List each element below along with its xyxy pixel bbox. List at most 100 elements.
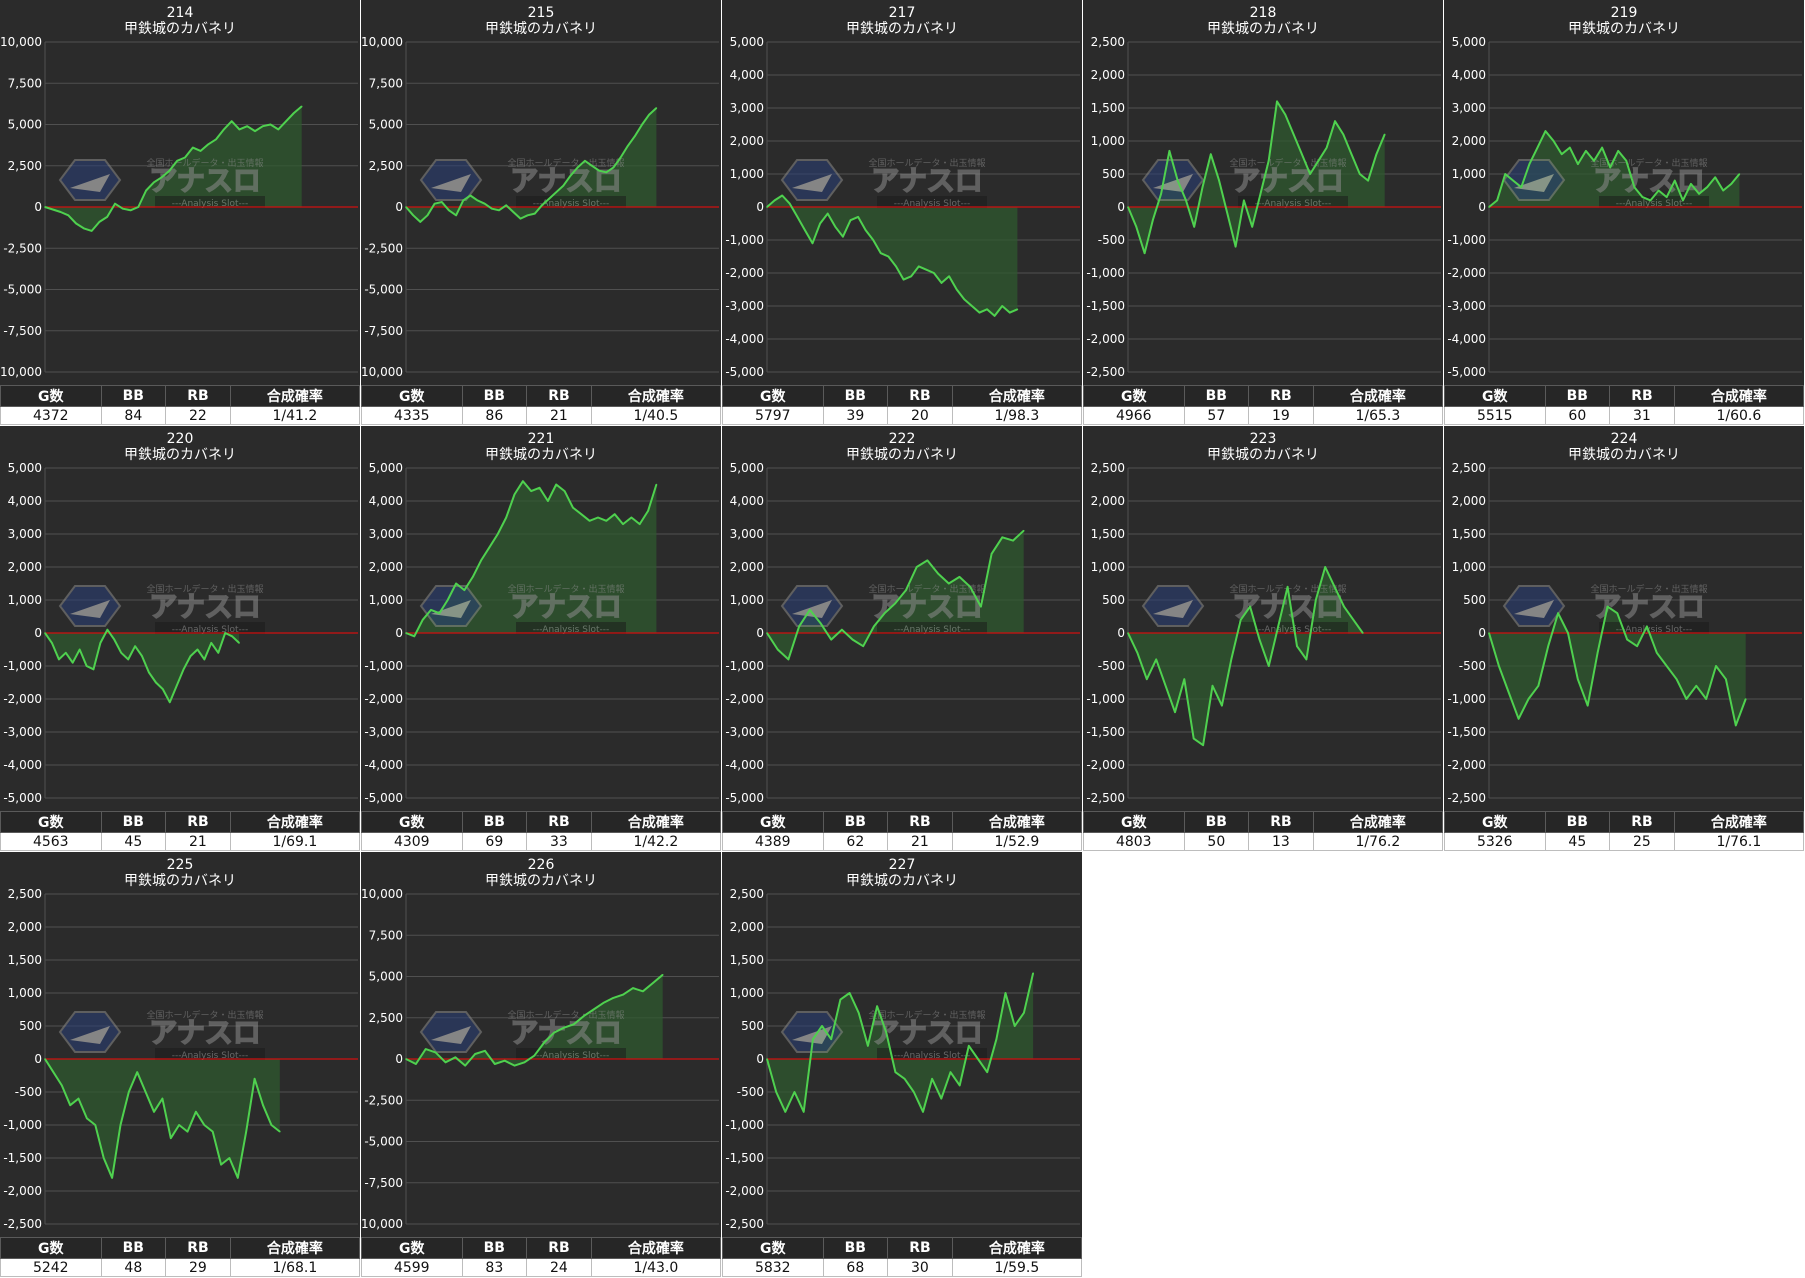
data-point: [894, 1071, 897, 1073]
y-tick-label: 2,500: [8, 887, 42, 901]
header-rb: RB: [887, 1237, 953, 1259]
data-point: [145, 189, 147, 192]
y-tick-label: 0: [34, 200, 42, 214]
header-rb: RB: [887, 385, 953, 407]
data-point: [555, 483, 557, 486]
y-tick-label: -1,500: [1447, 725, 1486, 739]
watermark-arrow-icon: [792, 600, 832, 618]
y-tick-label: -2,500: [1086, 365, 1125, 379]
y-tick-label: -2,000: [725, 266, 764, 280]
probability-value: 1/76.1: [1673, 832, 1805, 851]
data-point: [162, 688, 164, 690]
y-tick-label: -2,000: [1086, 332, 1125, 346]
bb-value: 62: [822, 832, 889, 851]
data-point: [199, 150, 202, 152]
data-point: [58, 658, 60, 661]
data-point: [186, 1130, 189, 1133]
data-point: [254, 130, 256, 132]
data-point: [215, 138, 217, 141]
chart-area: 226 甲鉄城のカバネリ 10,000 7,500 5,000 2,500 0 -2,500 -…: [361, 852, 721, 1237]
y-tick-label: 500: [1102, 593, 1125, 607]
rb-value: 31: [1609, 406, 1675, 425]
data-point: [1168, 150, 1171, 152]
data-point: [1625, 160, 1628, 162]
data-point: [137, 206, 140, 208]
chart-area: 220 甲鉄城のカバネリ 5,000 4,000 3,000 2,000 1,000 0 -1,…: [0, 426, 360, 811]
y-tick-label: -500: [15, 1085, 42, 1099]
probability-value: 1/76.2: [1312, 832, 1444, 851]
chart-title: 214: [167, 5, 194, 21]
stats-value-row: 4966 57 19 1/65.3: [1083, 406, 1444, 425]
data-point: [798, 625, 800, 628]
y-tick-label: -2,500: [725, 1217, 764, 1231]
data-point: [494, 1063, 496, 1065]
stats-value-row: 4389 62 21 1/52.9: [722, 832, 1083, 851]
data-point: [85, 665, 88, 667]
header-games: G数: [722, 385, 824, 407]
y-tick-label: 0: [1117, 200, 1125, 214]
data-point: [592, 1008, 595, 1011]
stats-table: G数 BB RB 合成確率 4599 83 24 1/43.0: [361, 1237, 722, 1277]
data-point: [655, 107, 658, 109]
chart-area: 224 甲鉄城のカバネリ 2,500 2,000 1,500 1,000 500 0 -500 -…: [1444, 426, 1804, 811]
data-point: [1185, 199, 1187, 202]
data-point: [887, 255, 890, 258]
data-point: [839, 998, 842, 1001]
series-line: [1127, 566, 1364, 747]
machine-panel-225: 225 甲鉄城のカバネリ 2,500 2,000 1,500 1,000 500 0 -500 -…: [0, 852, 361, 1278]
data-point: [207, 143, 210, 146]
machine-panel-226: 226 甲鉄城のカバネリ 10,000 7,500 5,000 2,500 0 -2,500 -…: [361, 852, 722, 1278]
data-point: [1725, 678, 1727, 680]
data-point: [1569, 146, 1571, 149]
data-point: [491, 207, 493, 210]
data-point: [1367, 179, 1369, 182]
data-point: [1626, 638, 1628, 641]
data-point: [573, 1023, 575, 1026]
y-tick-label: 7,500: [8, 76, 42, 90]
data-point: [1155, 658, 1157, 661]
data-point: [1226, 212, 1229, 215]
y-tick-label: -4,000: [364, 758, 403, 772]
y-tick-label: 1,000: [730, 986, 764, 1000]
y-tick-label: -5,000: [3, 283, 42, 297]
y-tick-label: -2,500: [364, 1093, 403, 1107]
data-point: [980, 605, 982, 608]
y-tick-label: 0: [395, 1052, 403, 1066]
data-point: [851, 638, 854, 641]
data-point: [285, 120, 287, 122]
data-point: [1135, 226, 1138, 228]
y-tick-label: 10,000: [361, 887, 403, 901]
data-point: [804, 229, 806, 231]
header-probability: 合成確率: [229, 811, 361, 833]
data-point: [948, 582, 950, 585]
data-point: [1715, 665, 1717, 667]
data-point: [505, 204, 507, 207]
data-point: [1013, 1025, 1016, 1027]
y-tick-label: -1,000: [1086, 692, 1125, 706]
watermark-title: アナスロ: [510, 1016, 621, 1049]
y-tick-label: 0: [1478, 200, 1486, 214]
probability-value: 1/41.2: [229, 406, 361, 425]
y-tick-label: 2,500: [8, 159, 42, 173]
watermark-arrow-icon: [431, 174, 471, 192]
data-point: [203, 1124, 206, 1126]
y-tick-label: 500: [19, 1019, 42, 1033]
data-point: [1239, 619, 1242, 621]
data-point: [918, 265, 920, 268]
watermark-subtitle: ---Analysis Slot---: [1255, 625, 1331, 635]
data-point: [796, 216, 799, 218]
data-point: [793, 1091, 796, 1093]
data-point: [51, 642, 53, 644]
y-tick-label: 1,000: [8, 986, 42, 1000]
data-point: [867, 1045, 869, 1047]
data-point: [195, 1111, 197, 1113]
watermark-title: アナスロ: [1232, 164, 1343, 197]
data-point: [902, 278, 905, 281]
y-tick-label: 5,000: [369, 118, 403, 132]
data-point: [819, 622, 822, 624]
header-probability: 合成確率: [1312, 811, 1444, 833]
y-tick-label: 1,500: [1452, 527, 1486, 541]
stats-table: G数 BB RB 合成確率 4803 50 13 1/76.2: [1083, 811, 1444, 851]
